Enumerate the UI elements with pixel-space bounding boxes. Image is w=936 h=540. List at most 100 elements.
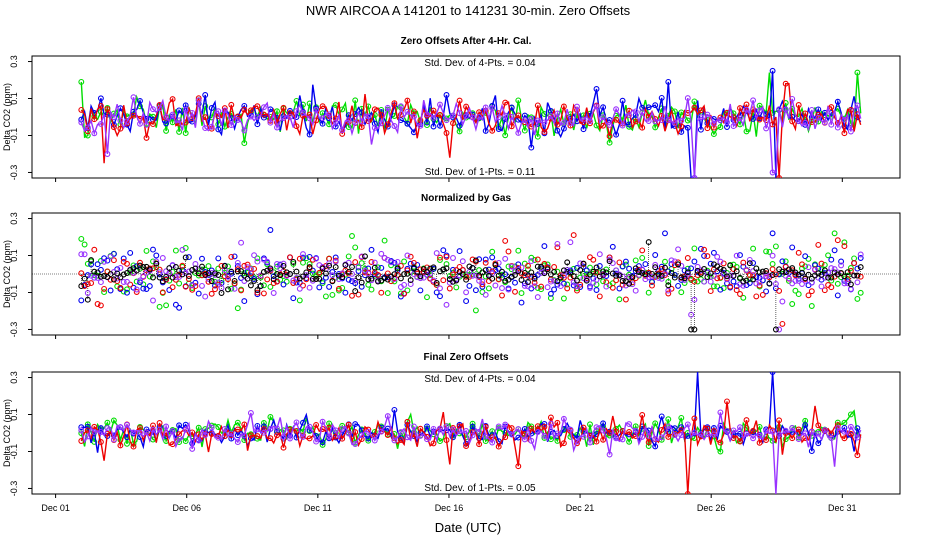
data-point-purple [264, 258, 271, 265]
data-point-purple [215, 279, 222, 286]
data-point-purple [169, 111, 176, 118]
data-point-black [665, 282, 672, 289]
data-point-green [365, 281, 372, 288]
data-point-purple [137, 429, 143, 436]
data-point-red [841, 435, 848, 442]
data-point-red [254, 289, 261, 296]
data-point-black [639, 269, 646, 276]
data-point-blue [430, 123, 437, 130]
data-point-green [834, 280, 841, 287]
data-point-red [260, 426, 267, 433]
data-point-red [91, 246, 98, 253]
x-tick-label: Dec 21 [566, 503, 595, 513]
data-point-black [733, 268, 740, 275]
data-point-purple [430, 425, 437, 432]
data-point-purple [339, 127, 346, 134]
data-point-black [241, 272, 248, 279]
data-point-black [156, 274, 163, 281]
data-point-red [821, 287, 828, 294]
y-tick-label: 0.3 [9, 55, 19, 68]
data-point-purple [417, 275, 424, 282]
data-point-red [724, 398, 730, 405]
data-point-purple [365, 113, 372, 120]
data-point-black [789, 265, 796, 272]
data-point-red [231, 280, 238, 287]
data-point-purple [221, 425, 228, 432]
data-point-black [225, 286, 231, 293]
data-point-black [368, 275, 375, 282]
data-point-blue [293, 434, 300, 441]
data-point-black [684, 269, 691, 276]
data-point-purple [632, 427, 639, 434]
data-point-red [828, 284, 835, 291]
data-point-green [482, 273, 489, 280]
data-point-black [365, 276, 372, 283]
data-point-red [606, 133, 613, 140]
data-point-blue [466, 282, 473, 289]
data-point-purple [378, 250, 385, 257]
data-point-red [384, 270, 391, 277]
data-point-red [339, 435, 346, 442]
data-point-black [283, 269, 290, 276]
data-point-purple [841, 280, 848, 287]
data-point-red [88, 280, 95, 287]
data-point-black [91, 268, 98, 275]
data-point-green [443, 261, 450, 268]
data-point-red [534, 102, 541, 109]
data-point-blue [202, 92, 209, 98]
data-point-purple [287, 435, 293, 442]
data-point-green [789, 301, 796, 307]
data-point-red [701, 246, 708, 253]
data-point-blue [489, 254, 496, 261]
data-point-purple [97, 429, 104, 435]
data-point-green [215, 265, 222, 272]
data-point-green [626, 438, 633, 445]
data-point-red [665, 290, 672, 297]
data-point-red [753, 293, 760, 300]
data-point-purple [306, 423, 313, 430]
data-point-red [724, 109, 730, 116]
data-point-purple [844, 280, 851, 287]
data-point-purple [469, 432, 476, 439]
data-point-purple [391, 437, 398, 444]
data-point-purple [150, 426, 156, 433]
data-point-purple [639, 109, 646, 116]
data-point-black [300, 273, 306, 280]
y-tick-label: -0.1 [9, 128, 19, 144]
data-point-red [319, 426, 326, 432]
data-point-purple [150, 106, 156, 113]
data-point-purple [841, 428, 848, 435]
data-point-green [691, 245, 698, 252]
data-point-purple [424, 436, 430, 443]
data-point-red [841, 243, 848, 250]
data-point-red [300, 282, 306, 289]
data-point-red [306, 111, 313, 118]
data-point-purple [834, 124, 841, 131]
data-point-purple [704, 111, 711, 118]
data-point-black [199, 263, 205, 270]
data-point-red [704, 425, 711, 432]
data-point-purple [499, 285, 505, 292]
y-tick-label: -0.3 [9, 322, 19, 338]
data-point-purple [339, 425, 346, 432]
data-point-purple [313, 106, 320, 113]
data-point-black [616, 272, 623, 279]
data-point-green [792, 287, 799, 294]
data-point-red [622, 296, 629, 303]
data-point-black [466, 263, 473, 270]
data-point-purple [267, 119, 274, 126]
data-point-blue [482, 127, 489, 134]
data-point-black [825, 274, 832, 281]
data-point-purple [730, 427, 737, 434]
data-point-green [717, 124, 724, 131]
data-point-red [560, 440, 567, 447]
data-point-red [335, 285, 342, 292]
data-point-purple [176, 117, 183, 124]
data-point-black [691, 326, 698, 333]
data-point-green [329, 291, 336, 298]
data-point-black [414, 268, 421, 275]
data-point-red [580, 424, 587, 431]
data-point-purple [541, 432, 548, 439]
data-point-black [88, 257, 95, 264]
data-point-purple [626, 112, 633, 119]
